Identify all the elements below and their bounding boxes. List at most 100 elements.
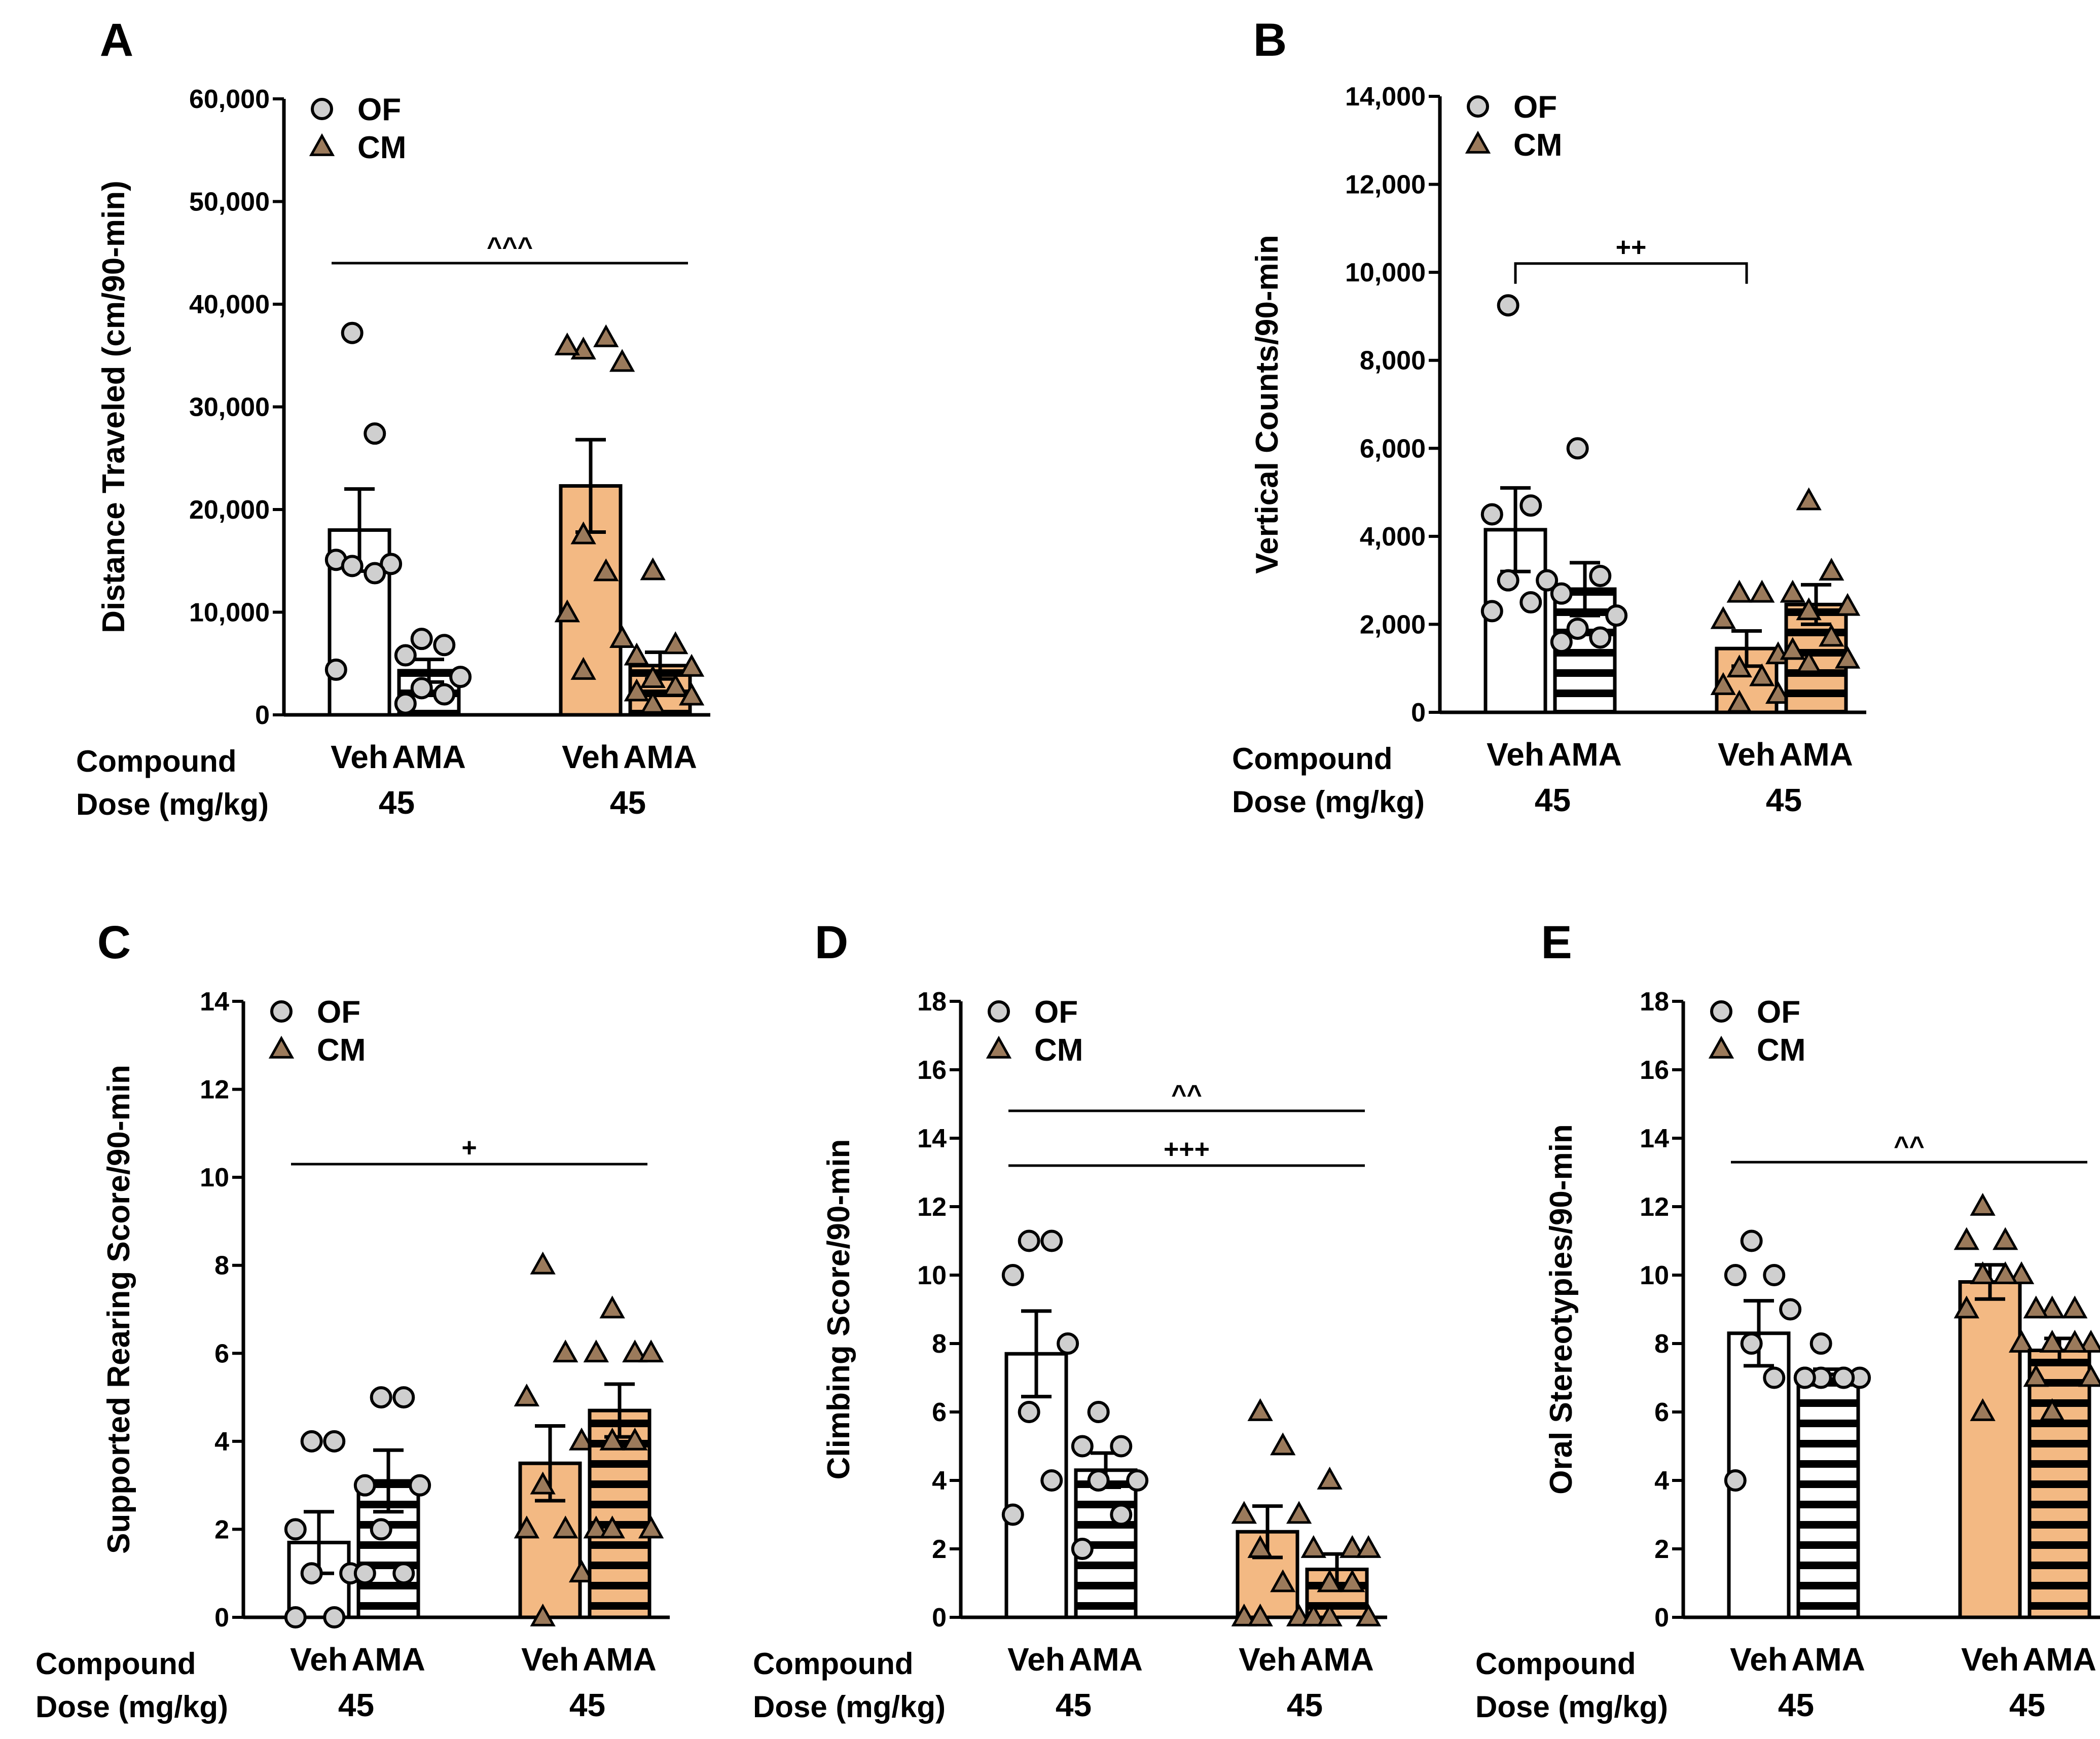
point-of	[394, 692, 417, 715]
legend-of-marker	[1467, 95, 1489, 118]
y-tick-label: 6	[932, 1398, 947, 1427]
panel-letter: A	[100, 14, 133, 66]
y-tick-label: 4	[1654, 1466, 1669, 1496]
y-tick-label: 18	[1640, 987, 1669, 1017]
y-tick-label: 12	[917, 1192, 947, 1222]
point-cm	[2039, 1295, 2065, 1319]
point-cm	[599, 1427, 625, 1451]
legend-of-marker	[270, 1000, 293, 1023]
point-cm	[583, 1339, 609, 1363]
point-cm	[640, 691, 666, 714]
category-label: AMA	[392, 739, 466, 775]
point-cm	[622, 1339, 648, 1363]
y-tick-label: 14	[917, 1124, 947, 1153]
y-tick-label: 40,000	[189, 290, 270, 319]
y-tick-label: 10	[200, 1163, 229, 1192]
panel-e: E 0 2 4 6 8 10 12 14 16 18 Oral Stereotypies/90-min…	[1475, 917, 2100, 1724]
category-label: Veh	[562, 739, 620, 775]
point-of	[433, 683, 456, 706]
point-cm	[1355, 1603, 1382, 1626]
y-tick-label: 20,000	[189, 495, 270, 525]
point-of	[409, 1474, 431, 1497]
point-cm	[1819, 558, 1844, 581]
point-cm	[1339, 1535, 1365, 1558]
legend-of-label: OF	[317, 995, 360, 1030]
point-cm	[2062, 1329, 2088, 1353]
point-of	[1480, 503, 1503, 526]
point-cm	[553, 1515, 578, 1539]
dose-label: 45	[569, 1687, 605, 1723]
category-label: AMA	[1791, 1641, 1865, 1678]
point-of	[1001, 1503, 1024, 1526]
point-cm	[663, 673, 689, 697]
point-cm	[2008, 1329, 2035, 1353]
point-cm	[1300, 1603, 1326, 1626]
dose-label: 45	[2009, 1687, 2045, 1723]
point-of	[1519, 591, 1542, 614]
dose-label: 45	[338, 1687, 374, 1723]
point-of	[392, 1386, 415, 1409]
point-of	[1071, 1435, 1094, 1458]
point-of	[1071, 1538, 1094, 1560]
point-cm	[530, 1251, 556, 1275]
point-of	[1057, 1332, 1079, 1355]
point-of	[394, 644, 417, 667]
point-of	[364, 562, 386, 585]
point-cm	[530, 1471, 556, 1495]
point-cm	[1819, 624, 1844, 647]
y-tick-label: 0	[1411, 698, 1426, 728]
y-tick-label: 2	[1654, 1535, 1669, 1564]
point-cm	[624, 642, 649, 666]
point-of	[1110, 1435, 1133, 1458]
point-of	[284, 1606, 307, 1628]
row-label-dose: Dose (mg/kg)	[35, 1690, 228, 1724]
point-cm	[2023, 1364, 2049, 1387]
point-of	[1497, 294, 1519, 317]
category-label: Veh	[1730, 1641, 1788, 1678]
point-cm	[570, 657, 596, 680]
point-of	[1809, 1332, 1832, 1355]
point-cm	[2023, 1295, 2049, 1319]
point-cm	[568, 1427, 595, 1451]
point-of	[1480, 600, 1503, 623]
panel-a: A 0 10,000 20,000 30,000 40,000 50,000 60,000 Di…	[76, 14, 710, 821]
point-of	[1519, 494, 1542, 517]
point-cm	[1749, 579, 1775, 603]
panel-b: B 0 2,000 4,000 6,000 8,000 10,000 12,000 14,000…	[1232, 14, 1866, 819]
point-cm	[553, 1339, 578, 1363]
sig-label: ^^	[1171, 1080, 1202, 1109]
point-of	[284, 1518, 307, 1541]
point-cm	[1300, 1535, 1326, 1558]
y-tick-label: 4	[932, 1466, 947, 1496]
category-label: AMA	[1069, 1641, 1143, 1678]
point-cm	[678, 682, 705, 706]
dose-label: 45	[1778, 1687, 1814, 1723]
category-label: AMA	[1548, 736, 1622, 773]
point-of	[341, 555, 364, 577]
point-cm	[1726, 690, 1752, 713]
y-tick-label: 2	[214, 1515, 229, 1544]
y-tick-label: 6	[1654, 1398, 1669, 1427]
y-axis-label: Oral Stereotypies/90-min	[1544, 1124, 1579, 1495]
legend-of-marker	[1710, 1000, 1732, 1023]
point-of	[1536, 569, 1559, 592]
point-of	[410, 677, 433, 700]
y-tick-label: 4,000	[1360, 522, 1426, 552]
point-cm	[1317, 1466, 1343, 1490]
point-of	[1040, 1469, 1063, 1492]
category-label: Veh	[1961, 1641, 2019, 1678]
point-of	[300, 1430, 323, 1453]
category-label: AMA	[583, 1641, 657, 1678]
y-tick-label: 10,000	[189, 598, 270, 628]
point-of	[353, 1562, 376, 1585]
point-of	[323, 1606, 346, 1628]
y-tick-label: 8,000	[1360, 346, 1426, 376]
point-cm	[1286, 1501, 1312, 1524]
point-cm	[1710, 606, 1736, 629]
legend-cm-marker	[309, 133, 335, 156]
point-of	[370, 1518, 392, 1541]
y-tick-label: 0	[1654, 1603, 1669, 1633]
row-label-compound: Compound	[76, 744, 237, 778]
y-axis-label: Distance Traveled (cm/90-min)	[96, 180, 131, 633]
